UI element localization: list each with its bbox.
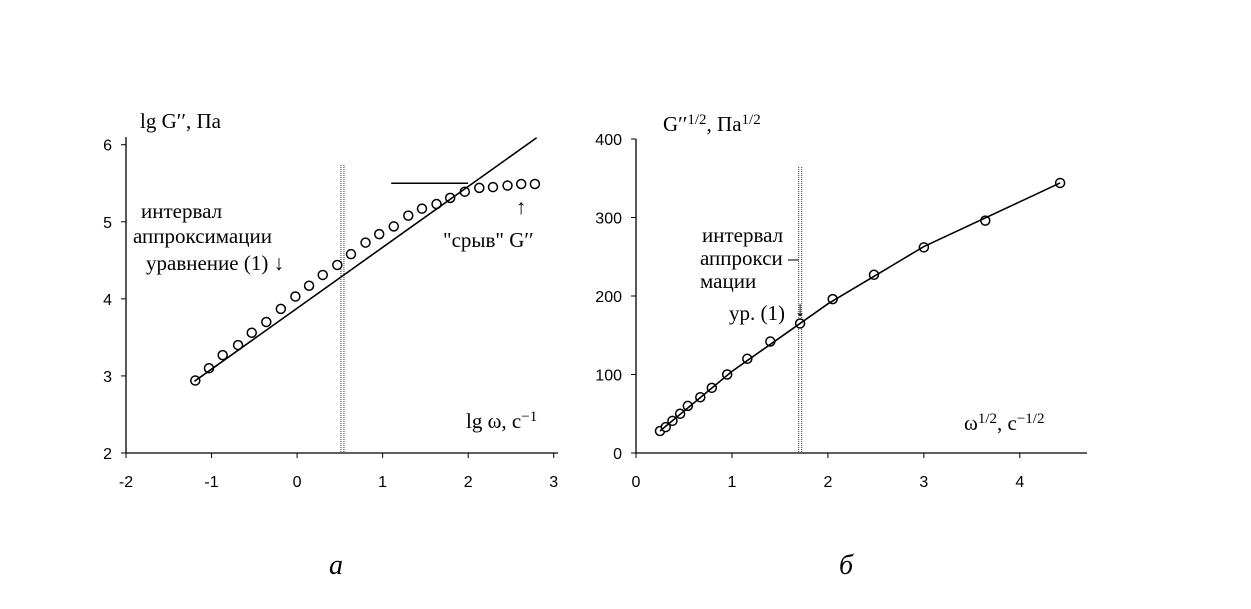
data-point — [474, 182, 485, 194]
x-tick-label: 0 — [632, 474, 641, 491]
data-point — [303, 280, 315, 292]
data-point — [388, 221, 400, 232]
annotation: ур. (1) — [729, 301, 785, 325]
y-axis-label-part: , Па — [707, 112, 743, 136]
data-point — [275, 303, 287, 315]
annotation: "срыв" G′′ — [443, 228, 534, 252]
panel-caption: а — [329, 550, 343, 581]
x-tick-label: 3 — [919, 474, 928, 491]
data-point — [332, 259, 343, 271]
annotation: интервал — [702, 223, 783, 247]
x-axis-label-part: , с — [997, 411, 1017, 435]
fit-line — [659, 182, 1061, 432]
data-point — [261, 316, 272, 328]
y-tick-label: 0 — [613, 446, 622, 463]
x-tick-label: 2 — [464, 474, 473, 491]
x-tick-label: 3 — [549, 474, 558, 491]
annotation: аппрокси – — [700, 246, 799, 270]
data-point — [246, 327, 258, 339]
y-tick-label: 400 — [595, 132, 622, 149]
x-axis-label-part: 1/2 — [978, 411, 997, 427]
y-axis-label-part: G′′ — [663, 112, 687, 136]
annotation: мации — [700, 269, 756, 293]
annotation: ↓ — [795, 297, 806, 321]
y-axis-label-part: 1/2 — [742, 112, 761, 128]
data-point — [373, 228, 385, 240]
x-axis-label-part: −1 — [521, 409, 537, 425]
x-tick-label: 0 — [293, 474, 302, 491]
data-point — [416, 203, 428, 214]
data-point — [515, 178, 527, 190]
data-point — [403, 210, 414, 221]
data-point — [487, 181, 499, 193]
annotation: ↑ — [516, 195, 527, 219]
y-tick-label: 200 — [595, 289, 622, 306]
data-point — [742, 353, 753, 365]
data-point — [317, 269, 329, 281]
data-point — [682, 400, 694, 412]
y-tick-label: 100 — [595, 368, 622, 385]
x-tick-label: 2 — [823, 474, 832, 491]
data-point — [502, 180, 513, 191]
y-axis-label: G′′1/2, Па1/2 — [663, 112, 761, 136]
data-point — [217, 349, 228, 361]
x-axis-label: lg ω, с−1 — [466, 409, 537, 433]
x-tick-label: 1 — [728, 474, 737, 491]
y-tick-label: 4 — [103, 292, 112, 309]
data-point — [360, 237, 371, 248]
y-tick-label: 2 — [103, 446, 112, 463]
data-point — [529, 178, 541, 190]
y-axis-label-part: 1/2 — [687, 112, 706, 128]
y-tick-label: 300 — [595, 211, 622, 228]
annotation: уравнение (1) ↓ — [146, 251, 284, 275]
x-axis-label-part: ω — [964, 411, 978, 435]
x-axis-label-part: −1/2 — [1017, 411, 1045, 427]
x-tick-label: 4 — [1015, 474, 1024, 491]
x-tick-label: -1 — [204, 474, 218, 491]
annotation: аппроксимации — [133, 224, 272, 248]
data-point — [290, 291, 301, 302]
data-point — [345, 248, 357, 260]
x-axis-label: ω1/2, с−1/2 — [964, 411, 1044, 435]
x-axis-label-part: lg ω, с — [466, 409, 521, 433]
y-tick-label: 3 — [103, 369, 112, 386]
y-axis-label-part: lg G′′, Па — [140, 109, 222, 133]
fit-line — [193, 137, 538, 382]
x-tick-label: -2 — [119, 474, 133, 491]
x-tick-label: 1 — [378, 474, 387, 491]
y-tick-label: 5 — [103, 215, 112, 232]
y-axis-label: lg G′′, Па — [140, 109, 222, 133]
panel-caption: б — [839, 550, 854, 581]
y-tick-label: 6 — [103, 138, 112, 155]
annotation: интервал — [141, 199, 222, 223]
